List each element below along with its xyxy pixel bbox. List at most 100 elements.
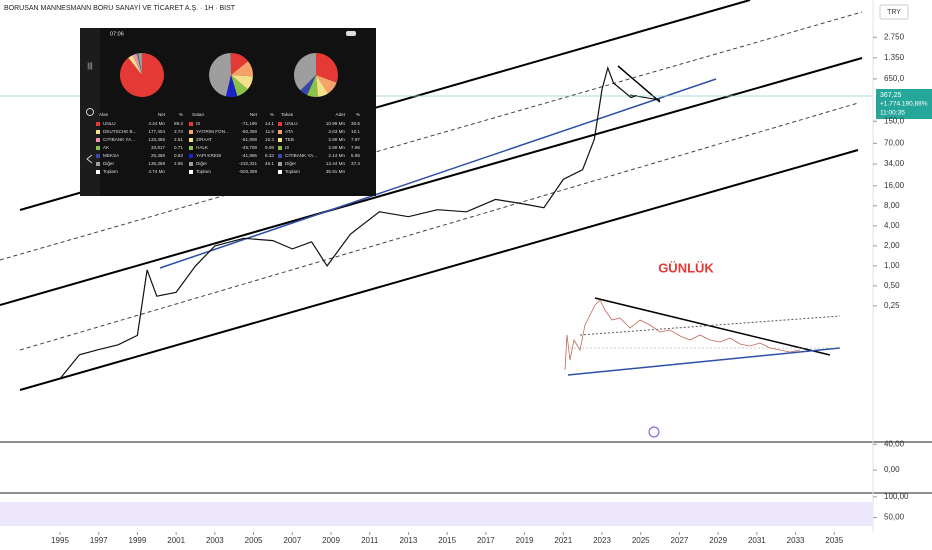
- x-tick-label: 2015: [438, 536, 456, 545]
- swatch: [278, 130, 282, 134]
- x-tick-label: 2031: [748, 536, 766, 545]
- x-tick-label: 2021: [554, 536, 572, 545]
- table-header: %: [270, 112, 274, 117]
- x-tick-label: 2003: [206, 536, 224, 545]
- row-net: 33,817: [151, 145, 165, 150]
- price-tag: [876, 89, 932, 119]
- row-net: 177,404: [148, 129, 165, 134]
- overlay-nav: [80, 28, 100, 196]
- row-pct: 7.97: [351, 137, 360, 142]
- swatch: [278, 138, 282, 142]
- x-tick-label: 1995: [51, 536, 69, 545]
- row-pct: 0.53: [174, 153, 183, 158]
- pie-slice: [132, 53, 142, 75]
- swatch: [189, 130, 193, 134]
- total-name: Toplam: [103, 169, 118, 174]
- y-tick-label: 1,00: [884, 261, 900, 270]
- row-pct: 2.85: [174, 161, 183, 166]
- swatch: [96, 170, 100, 174]
- row-net: -45,709: [241, 145, 257, 150]
- x-tick-label: 2011: [361, 536, 379, 545]
- x-tick-label: 1997: [90, 536, 108, 545]
- row-pct: 14.1: [265, 121, 274, 126]
- x-tick-label: 2007: [283, 536, 301, 545]
- row-net: 3.63 Mn: [328, 129, 345, 134]
- pie-slice: [316, 75, 337, 94]
- pie-slice: [231, 61, 253, 77]
- x-tick-label: 2023: [593, 536, 611, 545]
- row-net: 2.14 Mn: [328, 153, 345, 158]
- chart-title: BORUSAN MANNESMANN BORU SANAYİ VE TİCARE…: [4, 3, 236, 12]
- row-pct: 9.08: [265, 145, 274, 150]
- currency: TRY: [887, 9, 901, 16]
- x-tick-label: 2019: [516, 536, 534, 545]
- row-pct: 8.32: [265, 153, 274, 158]
- row-pct: 5.95: [351, 153, 360, 158]
- y-tick-label: 1.350: [884, 53, 905, 62]
- price-tag-price: 367,25: [880, 92, 902, 99]
- nav-icon[interactable]: [86, 108, 94, 116]
- row-net: 133,386: [148, 137, 165, 142]
- row-pct: 46.1: [265, 161, 274, 166]
- swatch: [96, 154, 100, 158]
- row-pct: 0.71: [174, 145, 183, 150]
- pie-slice: [209, 53, 231, 97]
- swatch: [278, 154, 282, 158]
- price-tag-change: +1.774.190,88%: [880, 101, 928, 108]
- row-name: IS: [285, 145, 289, 150]
- nav-icon[interactable]: [86, 154, 93, 164]
- event-icon[interactable]: [648, 426, 660, 438]
- table-header: Net: [158, 112, 166, 117]
- row-pct: 3.74: [174, 129, 183, 134]
- total-net: -503,398: [239, 169, 258, 174]
- pie-slice: [231, 75, 253, 90]
- swatch: [189, 122, 193, 126]
- row-name: CITIBANK YA...: [103, 137, 135, 142]
- row-name: MEKSA: [103, 153, 120, 158]
- row-pct: 10.3: [265, 137, 274, 142]
- y-tick-label: 0,25: [884, 301, 900, 310]
- pie-slice: [136, 53, 142, 75]
- currency-box[interactable]: [879, 4, 909, 20]
- row-name: Diğer: [196, 161, 207, 166]
- annotation: GÜNLÜK: [658, 260, 714, 275]
- row-pct: 30.6: [351, 121, 360, 126]
- row-pct: 37.4: [351, 161, 360, 166]
- y-tick-label: 40,00: [884, 439, 905, 448]
- y-tick-label: 50,00: [884, 513, 905, 522]
- pie-slice: [231, 53, 249, 75]
- row-net: 2.86 Mn: [328, 137, 345, 142]
- row-pct: 10.1: [351, 129, 360, 134]
- row-pct: 11.9: [265, 129, 274, 134]
- y-tick-label: 0,00: [884, 465, 900, 474]
- row-name: Diğer: [285, 161, 296, 166]
- x-tick-label: 2035: [825, 536, 843, 545]
- pie-slice: [307, 75, 318, 97]
- row-name: UNLU: [103, 121, 116, 126]
- swatch: [278, 162, 282, 166]
- row-net: 25,368: [151, 153, 165, 158]
- total-net: 35.91 Mn: [326, 169, 346, 174]
- pie-slice: [137, 53, 142, 75]
- x-tick-label: 2017: [477, 536, 495, 545]
- total-name: Toplam: [196, 169, 211, 174]
- swatch: [189, 146, 193, 150]
- y-tick-label: 4,00: [884, 221, 900, 230]
- row-pct: 7.96: [351, 145, 360, 150]
- row-net: 13.44 Mn: [326, 161, 346, 166]
- pie-slice: [225, 75, 238, 97]
- swatch: [189, 162, 193, 166]
- pie-slice: [294, 53, 316, 91]
- pie-slice: [137, 53, 142, 75]
- pie-slice: [300, 75, 316, 96]
- nav-icon[interactable]: |||: [87, 63, 93, 70]
- swatch: [96, 122, 100, 126]
- swatch: [96, 138, 100, 142]
- overlay: ||| 07:06 Alan Net % UNLU 4.24 Mn 89.3 DEUTSCH…: [80, 28, 376, 196]
- row-name: DEUTSCHE B...: [103, 129, 136, 134]
- y-tick-label: 2.750: [884, 32, 905, 41]
- row-name: CITIBANK YA...: [285, 153, 317, 158]
- status-time: 07:06: [110, 31, 124, 37]
